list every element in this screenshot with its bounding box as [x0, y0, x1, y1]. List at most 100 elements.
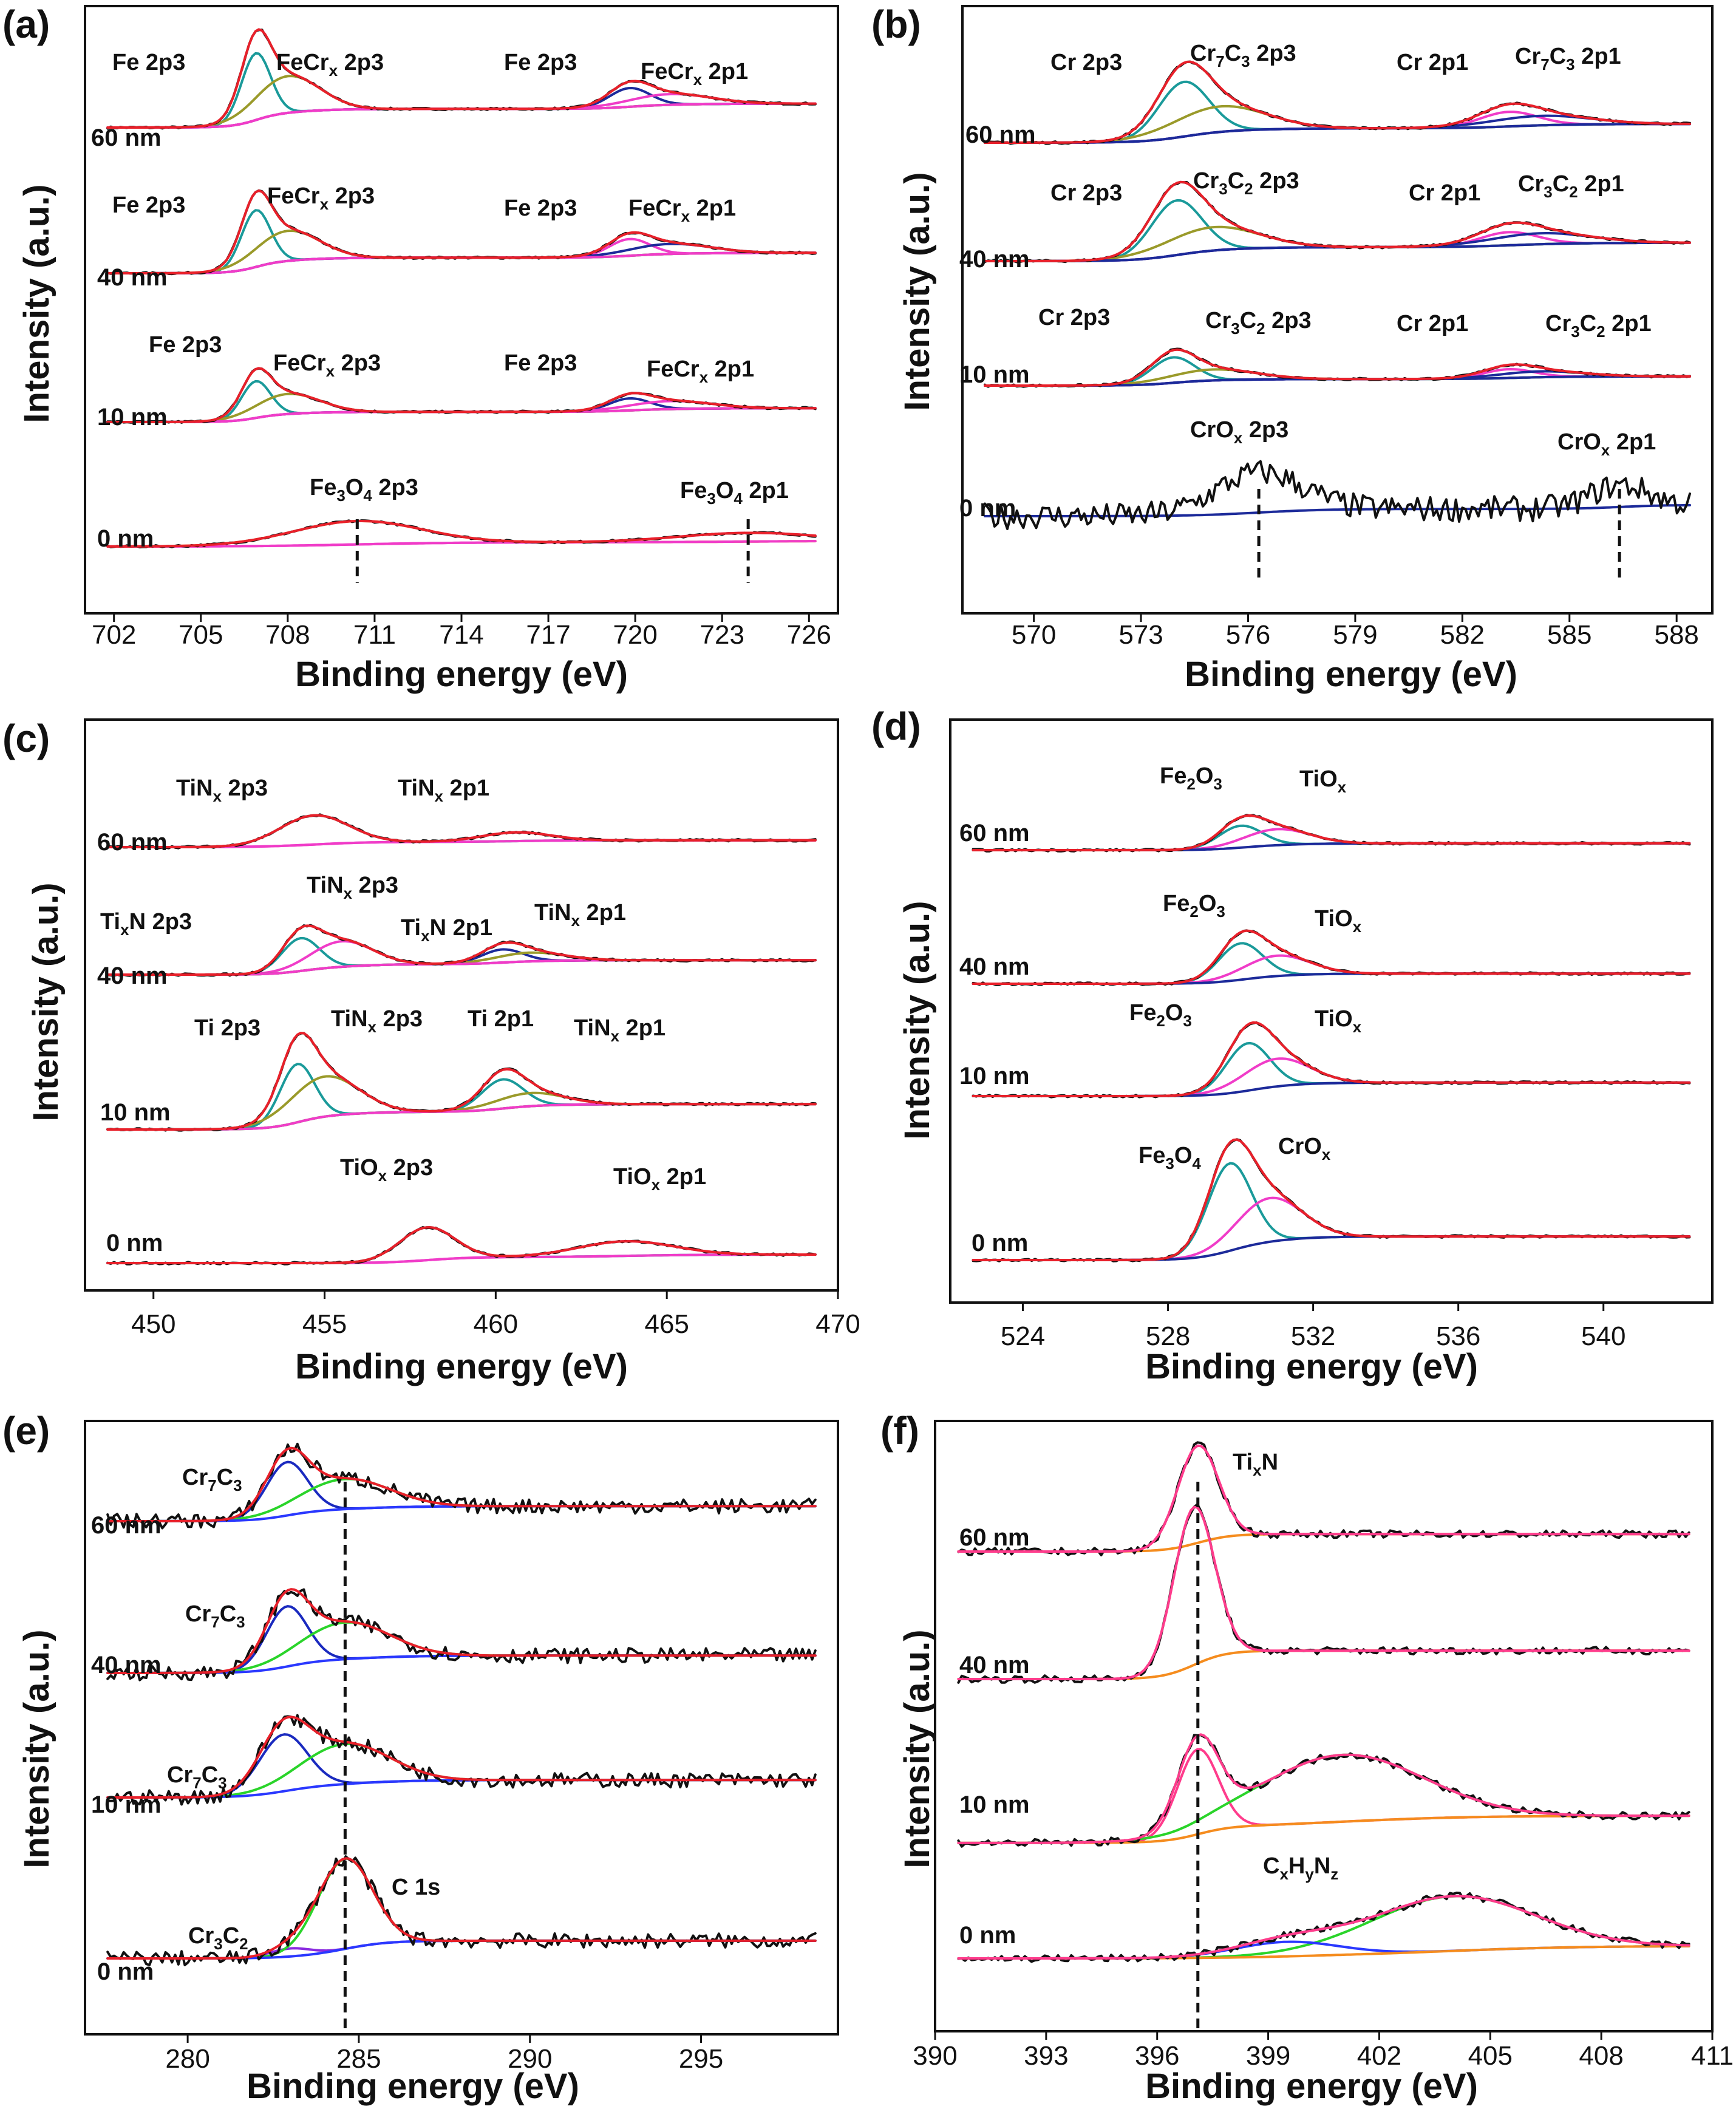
panel-b-raw-spectrum — [984, 460, 1691, 530]
panel-a-fe2p: (a) Intensity (a.u.) Binding energy (eV)… — [2, 2, 839, 694]
panel-b-envelope-curve — [984, 180, 1691, 262]
panel-a-x-tick-label: 705 — [179, 620, 223, 650]
panel-b-x-tick-label: 585 — [1547, 620, 1591, 650]
panel-c-ti2p: (c) Intensity (a.u.) Binding energy (eV)… — [2, 717, 860, 1386]
panel-d-background-curve — [972, 1081, 1691, 1097]
panel-c-10-ti2p3: Ti 2p3 — [194, 1015, 260, 1041]
panel-f-annotations: 60 nm 40 nm 10 nm 0 nm TixN CxHyNz — [959, 1450, 1338, 1949]
panel-a-10-fecrx2p3: FeCrx 2p3 — [273, 350, 381, 380]
panel-a-60-fe2p3-b: Fe 2p3 — [504, 50, 577, 75]
panel-c-envelope-curve — [106, 814, 817, 848]
panel-c-10-tinx-2p1: TiNx 2p1 — [574, 1015, 665, 1045]
panel-a-spectra — [106, 28, 817, 583]
panel-b-0-crox-2p3: CrOx 2p3 — [1190, 417, 1288, 447]
panel-a-x-tick-label: 702 — [92, 620, 136, 650]
panel-f-x-tick-label: 405 — [1468, 2041, 1513, 2071]
panel-f-x-tick-label: 402 — [1357, 2041, 1401, 2071]
panel-b-depth-10: 10 nm — [959, 361, 1030, 388]
panel-a-60-fecrx2p1: FeCrx 2p1 — [641, 59, 748, 89]
panel-b-x-ticks: 570 573 576 579 582 585 588 — [1012, 613, 1699, 650]
panel-d-0-fe3o4: Fe3O4 — [1139, 1143, 1201, 1173]
panel-f-background-curve — [957, 1649, 1690, 1680]
panel-e-envelope-curve — [106, 1715, 817, 1799]
panel-c-envelope-curve — [106, 1226, 817, 1264]
panel-b-cr2p: (b) Intensity (a.u.) Binding energy (eV)… — [871, 2, 1714, 694]
panel-d-envelope-curve — [972, 929, 1691, 985]
panel-f-frame — [934, 1420, 1714, 2032]
panel-c-40-tinx-2p1: TiNx 2p1 — [534, 900, 626, 930]
panel-e-annotations: 60 nm 40 nm 10 nm 0 nm Cr7C3 Cr7C3 Cr7C3… — [91, 1465, 440, 1985]
panel-c-40-tixn-2p3: TixN 2p3 — [100, 909, 192, 939]
panel-c-envelope-curve — [106, 924, 817, 976]
panel-e-c1s: (e) Intensity (a.u.) Binding energy (eV)… — [2, 1409, 839, 2106]
panel-c-x-tick-label: 470 — [815, 1309, 860, 1339]
panel-b-x-tick-label: 576 — [1226, 620, 1270, 650]
panel-e-envelope-curve — [106, 1588, 817, 1674]
panel-d-x-tick-label: 536 — [1436, 1321, 1480, 1351]
panel-c-component-curve — [106, 1063, 817, 1131]
panel-f-x-tick-label: 393 — [1024, 2041, 1068, 2071]
panel-c-depth-40: 40 nm — [97, 963, 168, 989]
panel-d-raw-spectrum — [972, 814, 1691, 853]
panel-d-10-tiox: TiOx — [1315, 1006, 1362, 1036]
panel-b-label: (b) — [871, 2, 921, 46]
panel-b-40-cr2p1: Cr 2p1 — [1409, 180, 1480, 206]
panel-b-10-cr3c2-2p3: Cr3C2 2p3 — [1205, 308, 1312, 338]
panel-a-x-tick-label: 717 — [526, 620, 570, 650]
panel-f-component-curve — [957, 1753, 1690, 1844]
panel-b-10-cr2p3: Cr 2p3 — [1038, 305, 1110, 330]
panel-b-60-cr7c3-2p1: Cr7C3 2p1 — [1515, 44, 1621, 73]
panel-a-depth-40: 40 nm — [97, 264, 168, 291]
panel-b-envelope-curve — [984, 348, 1691, 387]
panel-f-0-cxhynz: CxHyNz — [1263, 1853, 1338, 1883]
panel-c-label: (c) — [2, 717, 50, 760]
panel-d-depth-10: 10 nm — [959, 1063, 1030, 1089]
panel-a-y-axis-title: Intensity (a.u.) — [17, 184, 56, 423]
panel-c-spectra — [106, 813, 817, 1266]
panel-a-depth-60: 60 nm — [91, 124, 162, 151]
panel-c-40-tinx-2p3: TiNx 2p3 — [307, 873, 398, 902]
panel-c-depth-10: 10 nm — [100, 1099, 171, 1126]
panel-b-component-curve — [984, 80, 1691, 144]
panel-c-frame — [84, 718, 839, 1292]
panel-a-component-curve — [106, 230, 817, 274]
panel-a-annotations: 60 nm 40 nm 10 nm 0 nm Fe 2p3 FeCrx 2p3 … — [91, 50, 789, 552]
panel-c-x-tick-label: 465 — [644, 1309, 689, 1339]
panel-c-x-ticks: 450 455 460 465 470 — [131, 1290, 860, 1339]
panel-f-x-tick-label: 390 — [913, 2041, 957, 2071]
panel-d-raw-spectrum — [972, 929, 1691, 986]
panel-c-annotations: 60 nm 40 nm 10 nm 0 nm TiNx 2p3 TiNx 2p1… — [97, 775, 706, 1256]
panel-d-40-tiox: TiOx — [1315, 906, 1362, 936]
panel-c-raw-spectrum — [106, 1032, 817, 1132]
panel-b-40-cr3c2-2p1: Cr3C2 2p1 — [1518, 171, 1624, 201]
panel-e-x-tick-label: 290 — [508, 2044, 552, 2074]
panel-a-10-fe2p3: Fe 2p3 — [149, 332, 222, 358]
panel-a-40-fecrx2p3: FeCrx 2p3 — [267, 183, 375, 213]
panel-a-x-tick-label: 711 — [353, 620, 396, 650]
panel-d-depth-0: 0 nm — [972, 1230, 1028, 1256]
panel-f-y-axis-title: Intensity (a.u.) — [897, 1629, 937, 1868]
panel-d-envelope-curve — [972, 814, 1691, 851]
panel-a-10-fecrx2p1: FeCrx 2p1 — [647, 356, 754, 386]
panel-f-x-tick-label: 396 — [1135, 2041, 1179, 2071]
panel-a-component-curve — [106, 237, 817, 274]
panel-d-x-ticks: 524 528 532 536 540 — [1001, 1303, 1625, 1351]
panel-c-raw-spectrum — [106, 813, 817, 850]
panel-c-x-tick-label: 460 — [474, 1309, 518, 1339]
panel-b-component-curve — [984, 199, 1691, 262]
panel-a-envelope-curve — [106, 520, 817, 548]
panel-c-0-tiox-2p3: TiOx 2p3 — [340, 1155, 433, 1185]
panel-e-x-ticks: 280 285 290 295 — [165, 2034, 723, 2074]
panel-d-spectra — [972, 814, 1691, 1262]
panel-d-depth-40: 40 nm — [959, 953, 1030, 980]
panel-d-x-tick-label: 540 — [1581, 1321, 1625, 1351]
panel-a-x-tick-label: 723 — [700, 620, 744, 650]
panel-d-10-fe2o3: Fe2O3 — [1129, 1000, 1192, 1030]
panel-e-depth-10: 10 nm — [91, 1791, 162, 1818]
panel-a-40-fe2p3: Fe 2p3 — [112, 193, 185, 218]
panel-e-x-tick-label: 285 — [336, 2044, 381, 2074]
panel-f-background-curve — [957, 1814, 1690, 1844]
panel-b-annotations: 60 nm 40 nm 10 nm 0 nm Cr 2p3 Cr7C3 2p3 … — [959, 41, 1656, 522]
panel-e-depth-0: 0 nm — [97, 1958, 154, 1985]
